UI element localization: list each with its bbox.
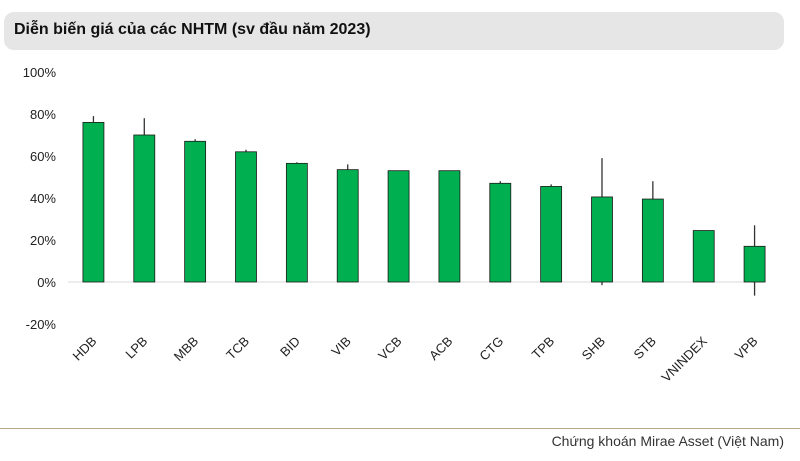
title-bar: Diễn biến giá của các NHTM (sv đầu năm 2… xyxy=(4,12,784,50)
chart-title: Diễn biến giá của các NHTM (sv đầu năm 2… xyxy=(14,21,371,38)
bar-stb xyxy=(641,198,664,283)
y-tick-label: 0% xyxy=(37,275,56,290)
bar-acb xyxy=(438,170,461,283)
x-tick-label: CTG xyxy=(476,334,506,364)
bar-tpb xyxy=(540,186,563,283)
bar-vib xyxy=(336,169,359,283)
x-tick-label: SHB xyxy=(579,334,609,364)
bar-ctg xyxy=(489,182,512,283)
x-tick-label: TPB xyxy=(529,334,557,362)
y-tick-label: 100% xyxy=(23,65,57,80)
bar-hdb xyxy=(82,122,105,283)
x-tick-label: STB xyxy=(630,334,658,362)
bar-tcb xyxy=(235,151,257,283)
bar-bid xyxy=(285,162,308,283)
y-tick-label: 40% xyxy=(30,191,56,206)
x-tick-label: MBB xyxy=(171,334,202,365)
y-tick-label: 60% xyxy=(30,149,56,164)
y-tick-label: 20% xyxy=(30,233,56,248)
y-tick-label: -20% xyxy=(26,317,57,332)
x-tick-label: HDB xyxy=(70,334,100,364)
x-tick-label: VCB xyxy=(375,334,405,364)
x-tick-label: TCB xyxy=(223,334,252,363)
x-tick-label: VNINDEX xyxy=(658,333,710,385)
bar-lpb xyxy=(133,134,156,283)
x-tick-label: BID xyxy=(277,334,303,360)
x-tick-label: VIB xyxy=(328,334,353,359)
source-note: Chứng khoán Mirae Asset (Việt Nam) xyxy=(551,433,784,449)
y-tick-label: 80% xyxy=(30,107,56,122)
x-tick-label: VPB xyxy=(732,334,761,363)
x-tick-label: LPB xyxy=(122,334,150,362)
x-tick-label: ACB xyxy=(426,334,456,364)
bar-vnindex xyxy=(692,230,715,283)
bar-mbb xyxy=(184,140,207,283)
bar-shb xyxy=(591,196,613,283)
bar-vpb xyxy=(743,245,766,283)
footer-divider xyxy=(0,428,800,429)
bar-vcb xyxy=(387,170,410,283)
